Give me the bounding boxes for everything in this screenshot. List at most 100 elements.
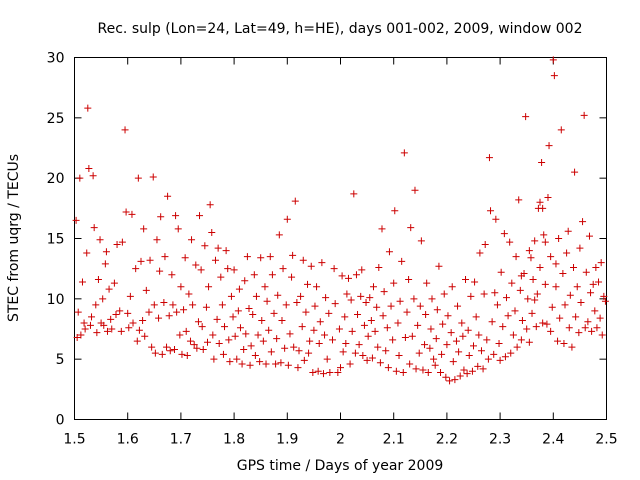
data-point [584,318,592,326]
data-point [262,360,270,368]
data-point [423,279,431,287]
data-point [164,192,172,200]
data-point [495,339,503,347]
data-point [471,278,479,286]
data-point [568,343,576,351]
data-point [462,276,470,284]
data-point [595,278,603,286]
data-point [139,317,147,325]
data-point [500,230,508,238]
data-point [208,228,216,236]
data-point [428,295,436,303]
data-point [475,331,483,339]
data-point [485,154,493,162]
data-point [278,317,286,325]
data-point [575,329,583,337]
data-point [112,311,120,319]
data-point [532,323,540,331]
y-tick-label: 20 [47,171,65,187]
data-point [245,304,253,312]
data-point [107,315,115,323]
data-point [378,225,386,233]
data-point [499,323,507,331]
data-point [488,318,496,326]
data-point [132,265,140,273]
data-point [426,344,434,352]
x-tick-label: 2.4 [542,432,564,448]
data-point [375,263,383,271]
data-point [601,297,609,305]
data-point [197,266,205,274]
data-point [464,326,472,334]
data-point [235,285,243,293]
data-point [517,336,525,344]
data-point [318,259,326,267]
data-point [484,355,492,363]
data-point [238,360,246,368]
data-point [518,317,526,325]
data-point [550,72,558,80]
data-point [524,295,532,303]
data-point [101,260,109,268]
data-point [277,359,285,367]
data-point [557,126,565,134]
data-point [496,356,504,364]
data-point [565,324,573,332]
data-point [213,315,221,323]
data-point [279,265,287,273]
data-point [110,279,118,287]
data-point [362,298,370,306]
data-point [226,358,234,366]
x-tick-label: 1.6 [117,432,139,448]
data-point [421,341,429,349]
data-point [85,165,93,173]
data-point [598,331,606,339]
data-point [306,337,314,345]
data-point [451,376,459,384]
data-point [506,238,514,246]
data-point [117,327,125,335]
data-point [593,324,601,332]
data-point [185,290,193,298]
data-point [456,372,464,380]
data-point [401,333,409,341]
data-point [171,346,179,354]
data-point [403,308,411,316]
data-point [552,260,560,268]
data-point [166,347,174,355]
data-point [430,355,438,363]
data-point [302,308,310,316]
data-point [390,279,398,287]
data-point [337,364,344,372]
data-point [531,296,539,304]
data-point [214,244,222,252]
data-point [299,256,307,264]
data-point [246,361,254,369]
data-point [561,301,569,309]
data-point [512,253,520,261]
data-point [431,361,439,369]
data-point [295,347,303,355]
data-point [395,352,403,360]
data-point [474,362,482,370]
data-point [148,343,156,351]
data-point [545,142,553,150]
data-point [180,306,188,314]
data-point [315,339,323,347]
data-point [459,332,467,340]
data-point [247,342,255,350]
data-point [523,325,531,333]
data-point [219,350,227,358]
data-point [359,352,367,360]
data-point [411,186,419,194]
data-point [204,338,211,346]
data-point [589,280,597,288]
data-point [555,235,563,242]
data-point [158,350,166,358]
data-point [387,302,395,310]
data-point [156,267,164,275]
data-point [322,294,330,302]
data-point [563,249,571,257]
